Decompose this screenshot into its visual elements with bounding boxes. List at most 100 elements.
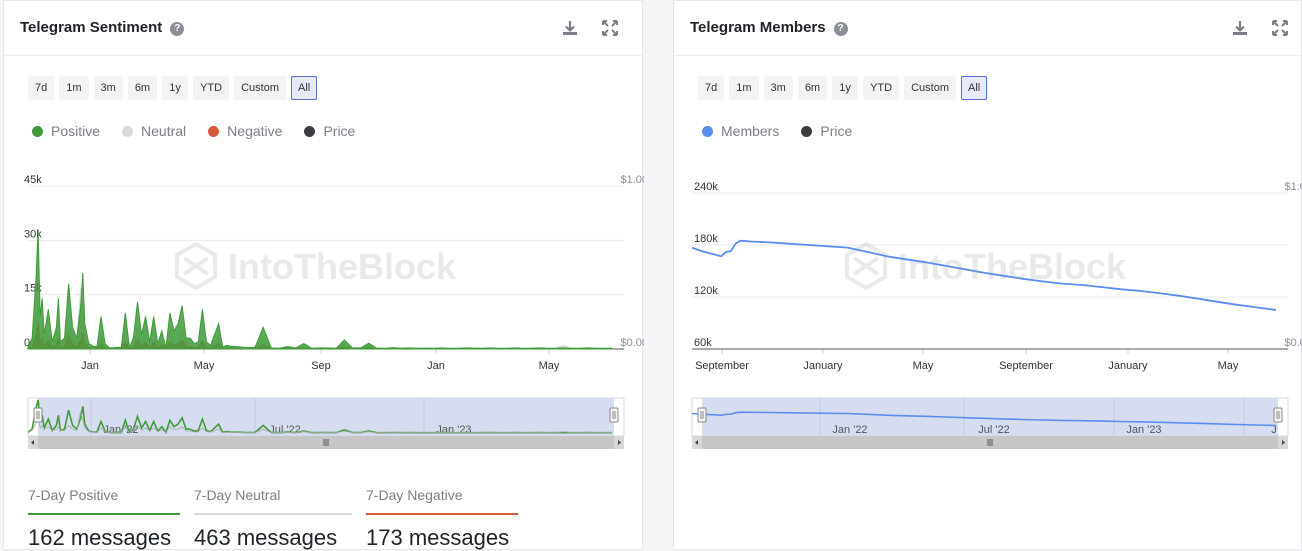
watermark-logo-icon bbox=[174, 241, 218, 291]
range-navigator[interactable]: Jan '22 Jul '22 Jan '23 J bbox=[691, 397, 1289, 437]
y-tick-label: 45k bbox=[24, 174, 42, 186]
watermark-logo-icon bbox=[844, 241, 888, 291]
legend-item-price[interactable]: Price bbox=[304, 123, 355, 139]
legend-dot bbox=[208, 125, 220, 137]
expand-icon[interactable] bbox=[600, 18, 620, 38]
x-tick-label: May bbox=[194, 360, 215, 372]
help-icon[interactable]: ? bbox=[170, 22, 185, 36]
y-tick-label: 30k bbox=[24, 228, 42, 240]
legend-label: Members bbox=[721, 123, 780, 139]
stat-value: 162 messages bbox=[28, 525, 172, 550]
y-tick-label: 240k bbox=[694, 181, 718, 193]
stat-positive: 7-Day Positive 162 messages bbox=[28, 481, 180, 551]
legend-dot bbox=[32, 125, 43, 137]
card-title-text: Telegram Sentiment bbox=[20, 19, 163, 36]
download-icon[interactable] bbox=[560, 18, 580, 38]
watermark-text: IntoTheBlock bbox=[898, 246, 1127, 287]
scroll-left-arrow-icon[interactable] bbox=[31, 440, 34, 445]
navigator-handle[interactable] bbox=[33, 407, 43, 423]
stat-label: 7-Day Neutral bbox=[194, 487, 281, 503]
series-neutral-area[interactable] bbox=[27, 287, 613, 350]
chart-legend: Positive Neutral Negative Price bbox=[32, 123, 355, 139]
series-members-line[interactable] bbox=[691, 239, 1277, 311]
legend-item-positive[interactable]: Positive bbox=[32, 123, 100, 139]
navigator-selection[interactable] bbox=[702, 398, 1278, 436]
x-tick-label: January bbox=[803, 360, 843, 372]
x-tick-label: Jan bbox=[81, 360, 99, 372]
series-negative-area[interactable] bbox=[27, 323, 613, 350]
watermark: IntoTheBlock bbox=[174, 241, 457, 291]
range-button-1m[interactable]: 1m bbox=[59, 76, 89, 100]
x-tick-label: May bbox=[913, 360, 934, 372]
legend-item-price[interactable]: Price bbox=[801, 123, 852, 139]
x-tick-label: January bbox=[1108, 360, 1148, 372]
range-button-3m[interactable]: 3m bbox=[763, 76, 793, 100]
card-title: Telegram Members? bbox=[690, 19, 848, 36]
navigator-handle[interactable] bbox=[1273, 407, 1283, 423]
range-button-7d[interactable]: 7d bbox=[28, 76, 55, 100]
stat-neutral: 7-Day Neutral 463 messages bbox=[194, 481, 352, 551]
y-tick-label: 0 bbox=[24, 337, 30, 349]
legend-item-neutral[interactable]: Neutral bbox=[122, 123, 186, 139]
range-button-all[interactable]: All bbox=[961, 76, 988, 100]
download-icon[interactable] bbox=[1230, 18, 1250, 38]
range-button-3m[interactable]: 3m bbox=[93, 76, 123, 100]
legend-item-members[interactable]: Members bbox=[702, 123, 779, 139]
x-tick-label: Jan bbox=[427, 360, 445, 372]
scroll-right-arrow-icon[interactable] bbox=[618, 440, 621, 445]
range-button-all[interactable]: All bbox=[291, 76, 318, 100]
range-selector: 7d 1m 3m 6m 1y YTD Custom All bbox=[698, 76, 988, 100]
members-chart: 60k 120k 180k 240k $1.00 $0.00 IntoTheBlock Sep… bbox=[691, 181, 1302, 449]
card-title: Telegram Sentiment? bbox=[20, 19, 185, 36]
expand-icon[interactable] bbox=[1270, 18, 1290, 38]
card-header: Telegram Members? bbox=[674, 1, 1301, 56]
range-button-6m[interactable]: 6m bbox=[797, 76, 828, 100]
x-tick-label: May bbox=[1218, 360, 1239, 372]
legend-item-negative[interactable]: Negative bbox=[208, 123, 282, 139]
range-button-custom[interactable]: Custom bbox=[234, 76, 286, 100]
legend-label: Negative bbox=[227, 123, 283, 139]
navigator-scrollbar[interactable] bbox=[28, 436, 624, 449]
series-positive-area[interactable] bbox=[27, 229, 613, 350]
help-icon[interactable]: ? bbox=[833, 22, 848, 36]
scroll-left-arrow-icon[interactable] bbox=[695, 440, 698, 445]
stat-underline bbox=[194, 513, 352, 515]
legend-dot bbox=[304, 125, 316, 137]
range-selector: 7d 1m 3m 6m 1y YTD Custom All bbox=[28, 76, 318, 100]
navigator-label: Jan '22 bbox=[832, 424, 867, 436]
range-button-7d[interactable]: 7d bbox=[698, 76, 725, 100]
legend-label: Neutral bbox=[141, 123, 187, 139]
navigator-handle[interactable] bbox=[609, 407, 619, 423]
sentiment-chart: 015k30k45k$1.00$0.00IntoTheBlockJanMaySe… bbox=[24, 174, 644, 449]
range-button-6m[interactable]: 6m bbox=[127, 76, 158, 100]
legend-label: Price bbox=[323, 123, 356, 139]
legend-dot bbox=[801, 125, 813, 137]
x-tick-label: September bbox=[999, 360, 1053, 372]
stat-value: 463 messages bbox=[194, 525, 338, 550]
stat-label: 7-Day Negative bbox=[366, 487, 463, 503]
watermark-text: IntoTheBlock bbox=[228, 246, 457, 287]
range-button-ytd[interactable]: YTD bbox=[193, 76, 230, 100]
range-button-custom[interactable]: Custom bbox=[904, 76, 956, 100]
y-tick-label: 120k bbox=[694, 285, 718, 297]
stat-negative: 7-Day Negative 173 messages bbox=[366, 481, 518, 551]
navigator-handle[interactable] bbox=[697, 407, 707, 423]
range-button-1y[interactable]: 1y bbox=[162, 76, 189, 100]
telegram-members-card: Telegram Members? 7d 1m 3m 6m 1y YTD Custom All… bbox=[673, 0, 1302, 550]
range-navigator[interactable]: Jan '22 Jul '22 Jan '23 bbox=[27, 397, 625, 437]
watermark-logo-mark bbox=[852, 256, 880, 276]
navigator-label: Jul '22 bbox=[978, 424, 1009, 436]
navigator-label: Jan '23 bbox=[1126, 424, 1161, 436]
y-tick-label: 180k bbox=[694, 233, 718, 245]
range-button-1m[interactable]: 1m bbox=[729, 76, 759, 100]
navigator-label: Jan '23 bbox=[436, 424, 471, 436]
range-button-ytd[interactable]: YTD bbox=[863, 76, 900, 100]
navigator-series-neutral bbox=[27, 411, 612, 434]
scroll-right-arrow-icon[interactable] bbox=[1282, 440, 1285, 445]
x-tick-label: Sep bbox=[311, 360, 331, 372]
x-tick-label: May bbox=[539, 360, 560, 372]
range-button-1y[interactable]: 1y bbox=[832, 76, 859, 100]
y2-tick-label: $0.00 bbox=[620, 337, 644, 349]
x-tick-label: September bbox=[695, 360, 749, 372]
navigator-scrollbar[interactable] bbox=[692, 436, 1288, 449]
